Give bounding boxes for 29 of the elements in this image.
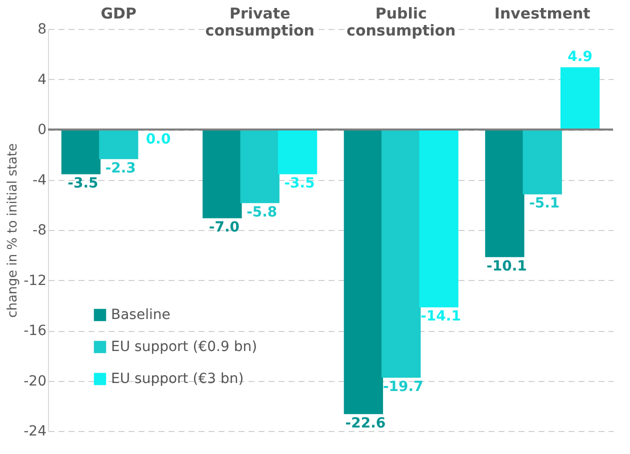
x-tick-label: GDP (100, 4, 137, 22)
y-tick-label: -4 (32, 172, 47, 188)
data-label: 4.9 (568, 48, 592, 65)
data-label: -7.0 (208, 219, 240, 236)
x-tick-label: Private consumption (205, 4, 314, 40)
data-label: -5.1 (529, 196, 560, 212)
legend-label: Baseline (111, 307, 170, 323)
y-axis-title: change in % to initial state (6, 143, 21, 318)
legend-label: EU support (€0.9 bn) (111, 339, 258, 355)
y-tick-label: 0 (38, 122, 46, 138)
y-tick-label: -8 (32, 222, 46, 238)
y-tick-label: 8 (38, 22, 46, 38)
data-label: -14.1 (420, 308, 461, 325)
data-label: -10.1 (486, 258, 527, 274)
y-tick-label: -20 (24, 373, 46, 390)
data-label: -19.7 (382, 378, 424, 395)
data-label: -22.6 (345, 415, 386, 432)
y-tick-label: -16 (24, 323, 47, 339)
data-label: -3.5 (68, 175, 98, 192)
x-tick-label: Public consumption (346, 4, 456, 40)
data-label: 0.0 (146, 132, 171, 148)
x-tick-label: Investment (494, 4, 590, 22)
legend-label: EU support (€3 bn) (111, 371, 244, 387)
data-label: -3.5 (284, 175, 315, 192)
y-tick-label: -12 (24, 272, 46, 289)
data-label: -5.8 (246, 204, 278, 220)
data-label: -2.3 (105, 160, 136, 176)
y-tick-label: 4 (38, 72, 47, 88)
y-tick-label: -24 (24, 424, 47, 440)
